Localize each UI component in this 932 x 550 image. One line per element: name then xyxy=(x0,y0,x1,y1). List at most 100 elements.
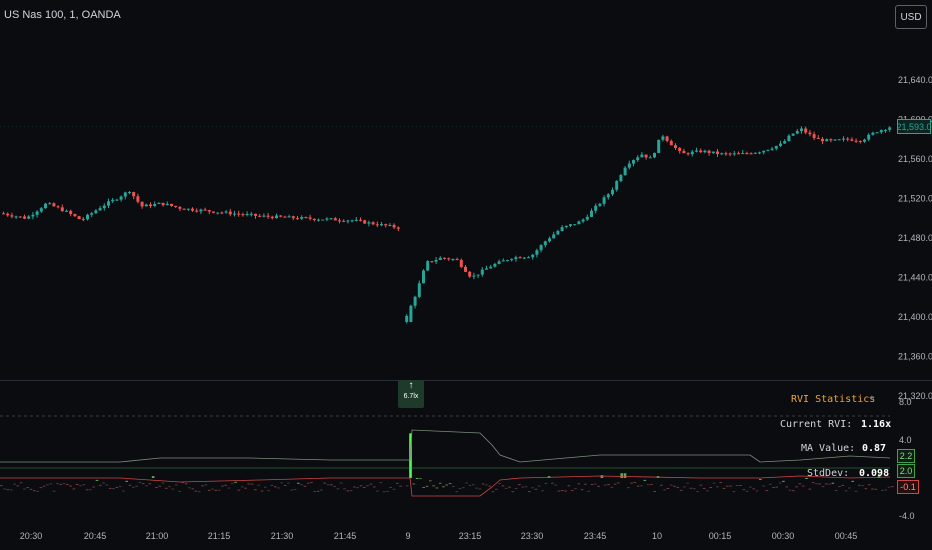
rvi-bar xyxy=(399,485,402,487)
rvi-bar xyxy=(501,485,505,487)
rvi-bar xyxy=(620,473,623,478)
rvi-bar xyxy=(455,491,458,493)
rvi-bar xyxy=(815,483,818,485)
rvi-bar xyxy=(122,490,125,492)
rvi-bar xyxy=(349,490,353,492)
rvi-bar xyxy=(145,485,148,487)
rvi-bar xyxy=(46,484,49,486)
symbol-title[interactable]: US Nas 100, 1, OANDA xyxy=(4,9,121,21)
candle xyxy=(413,296,417,306)
rvi-bar xyxy=(429,480,432,482)
indicator-axis-label: -4.0 xyxy=(899,511,915,521)
candle xyxy=(228,211,232,215)
rvi-bar xyxy=(630,482,633,484)
rvi-bar xyxy=(316,490,320,492)
candle xyxy=(90,213,94,215)
candle xyxy=(23,216,26,219)
rvi-bar xyxy=(405,485,409,487)
candle xyxy=(472,275,476,277)
rvi-bar xyxy=(283,484,287,486)
candle xyxy=(833,139,837,141)
rvi-bar xyxy=(171,488,175,490)
time-axis-label: 23:30 xyxy=(521,531,544,541)
candle xyxy=(287,216,291,218)
time-axis-label: 21:45 xyxy=(334,531,357,541)
candle xyxy=(405,315,409,322)
candle xyxy=(102,205,106,209)
rvi-bar xyxy=(412,483,416,485)
candle xyxy=(728,153,732,155)
rvi-bar xyxy=(765,490,769,492)
rvi-bar xyxy=(577,483,581,485)
rvi-bar xyxy=(181,482,185,484)
rvi-bar xyxy=(264,486,267,488)
rvi-bar xyxy=(369,483,373,485)
rvi-bar xyxy=(759,478,762,480)
candle xyxy=(627,163,631,168)
rvi-bar xyxy=(541,490,544,492)
candle xyxy=(489,266,493,269)
rvi-bar xyxy=(105,484,109,486)
candle xyxy=(266,215,270,217)
rvi-bar xyxy=(224,484,227,486)
candle xyxy=(144,204,148,207)
candle xyxy=(758,152,761,154)
candle xyxy=(632,160,635,164)
rvi-bar xyxy=(300,484,303,486)
candle xyxy=(417,283,421,297)
candle xyxy=(606,194,610,198)
rvi-bar xyxy=(640,485,643,487)
candle xyxy=(573,224,577,226)
rvi-bar xyxy=(85,489,89,491)
candle xyxy=(31,214,35,217)
rvi-bar xyxy=(26,487,29,489)
rvi-bar xyxy=(33,490,36,492)
candle xyxy=(669,140,673,146)
candle xyxy=(745,153,749,155)
rvi-bar xyxy=(128,484,132,486)
candle xyxy=(657,139,661,154)
rvi-bar xyxy=(719,482,722,484)
rvi-bar xyxy=(623,473,627,478)
rvi-bar xyxy=(726,485,729,487)
rvi-bar xyxy=(858,484,861,486)
rvi-bar xyxy=(660,484,663,486)
rvi-bar xyxy=(346,490,350,492)
candle xyxy=(648,157,652,159)
candle xyxy=(10,215,14,217)
rvi-bar xyxy=(851,480,854,482)
candle xyxy=(846,138,850,140)
candle xyxy=(270,216,274,219)
rvi-bar xyxy=(217,489,221,491)
rvi-bar xyxy=(669,484,673,486)
rvi-bar xyxy=(676,486,680,488)
rvi-bar xyxy=(82,484,86,486)
rvi-bar xyxy=(778,482,782,484)
price-pane xyxy=(0,0,932,380)
rvi-bar xyxy=(722,487,726,489)
rvi-bar xyxy=(36,490,39,492)
settings-icon[interactable]: ⌖ xyxy=(869,393,875,404)
rvi-bar xyxy=(732,491,736,493)
rvi-bar xyxy=(491,491,495,493)
candle xyxy=(52,203,56,207)
candle xyxy=(165,203,169,206)
rvi-bar xyxy=(801,485,805,487)
rvi-bar xyxy=(336,488,340,490)
rvi-bar xyxy=(600,475,604,478)
candle xyxy=(644,154,648,158)
candle xyxy=(795,131,799,134)
rvi-bar xyxy=(161,482,165,484)
candle xyxy=(186,208,190,210)
currency-button[interactable]: USD xyxy=(895,5,927,29)
rvi-bar xyxy=(848,487,851,489)
candle xyxy=(224,211,228,213)
rvi-bar xyxy=(650,483,653,485)
rvi-bar xyxy=(366,485,369,487)
rvi-bar xyxy=(79,485,82,487)
candle xyxy=(884,129,887,131)
rvi-bar xyxy=(151,476,155,478)
rvi-bar xyxy=(392,488,396,490)
candle xyxy=(762,150,766,153)
